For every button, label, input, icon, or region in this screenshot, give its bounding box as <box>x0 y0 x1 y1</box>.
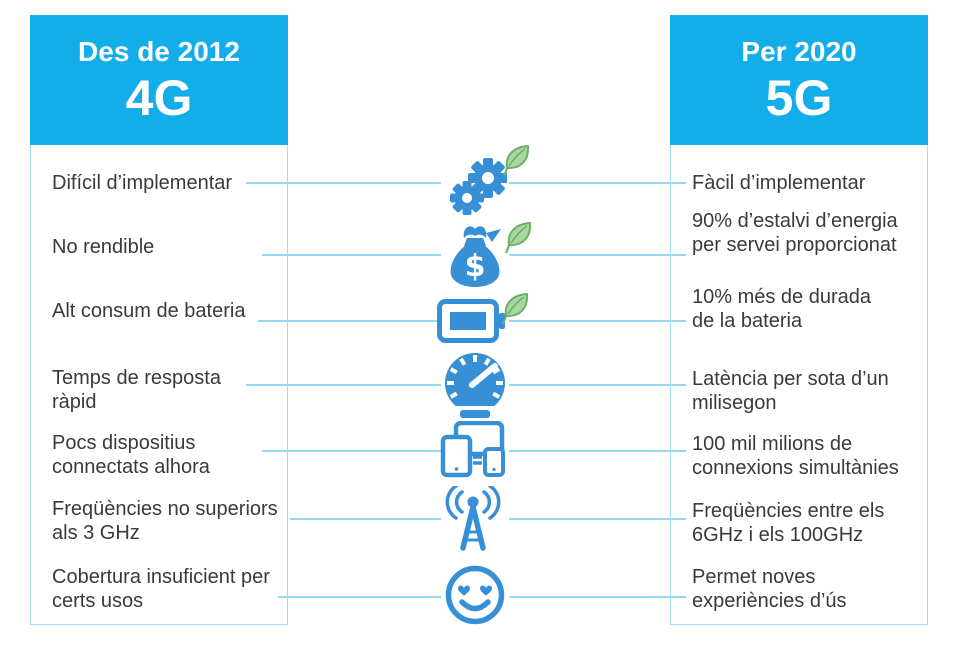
tech-label-5g: 5G <box>765 69 833 126</box>
era-label-5g: Per 2020 <box>741 36 857 68</box>
connector-line <box>509 384 686 386</box>
gears-icon <box>437 146 507 218</box>
column-5g-header: Per 2020 5G <box>670 15 928 145</box>
left-item-battery: Alt consum de bateria <box>52 300 246 322</box>
devices-icon <box>440 421 508 483</box>
right-item-implement: Fàcil d’implementar <box>692 172 866 194</box>
connector-line <box>509 596 686 598</box>
right-item-connections: 100 mil milions de connexions simultànie… <box>692 433 899 479</box>
svg-text:$: $ <box>465 249 486 284</box>
era-label-4g: Des de 2012 <box>78 36 240 68</box>
money-bag-icon: $ <box>440 218 510 288</box>
left-item-coverage: Cobertura insuficient per certs usos <box>52 566 270 612</box>
connector-line <box>278 596 441 598</box>
column-4g-header: Des de 2012 4G <box>30 15 288 145</box>
connector-line <box>509 254 686 256</box>
column-4g: Des de 2012 4G <box>30 15 288 625</box>
right-item-energy: 90% d’estalvi d’energia per servei propo… <box>692 210 898 256</box>
column-4g-body <box>30 145 288 625</box>
right-item-latency: Latència per sota d’un milisegon <box>692 368 889 414</box>
connector-line <box>509 518 686 520</box>
column-5g-body <box>670 145 928 625</box>
left-item-latency: Temps de resposta ràpid <box>52 367 221 413</box>
left-item-connections: Pocs dispositius connectats alhora <box>52 432 210 478</box>
left-item-implement: Difícil d’implementar <box>52 172 233 194</box>
connector-line <box>509 450 686 452</box>
battery-icon <box>437 299 505 345</box>
right-item-frequency: Freqüències entre els 6GHz i els 100GHz <box>692 500 885 546</box>
connector-line <box>509 182 686 184</box>
eco-leaf-icon <box>504 220 534 254</box>
connector-line <box>509 320 686 322</box>
connector-line <box>258 320 441 322</box>
connector-line <box>246 182 441 184</box>
tech-label-4g: 4G <box>125 69 193 126</box>
right-item-battery: 10% més de durada de la bateria <box>692 286 872 332</box>
right-item-experiences: Permet noves experiències d’ús <box>692 566 847 612</box>
column-5g: Per 2020 5G <box>670 15 928 625</box>
eco-leaf-icon <box>501 291 531 325</box>
left-item-profit: No rendible <box>52 236 155 258</box>
connector-line <box>262 450 441 452</box>
smiley-hearts-icon <box>443 564 507 628</box>
connector-line <box>262 254 441 256</box>
eco-leaf-icon <box>502 143 532 177</box>
antenna-icon <box>441 486 505 552</box>
left-item-frequency: Freqüències no superiors als 3 GHz <box>52 498 278 544</box>
connector-line <box>246 384 441 386</box>
speedometer-icon <box>439 350 511 418</box>
connector-line <box>290 518 441 520</box>
